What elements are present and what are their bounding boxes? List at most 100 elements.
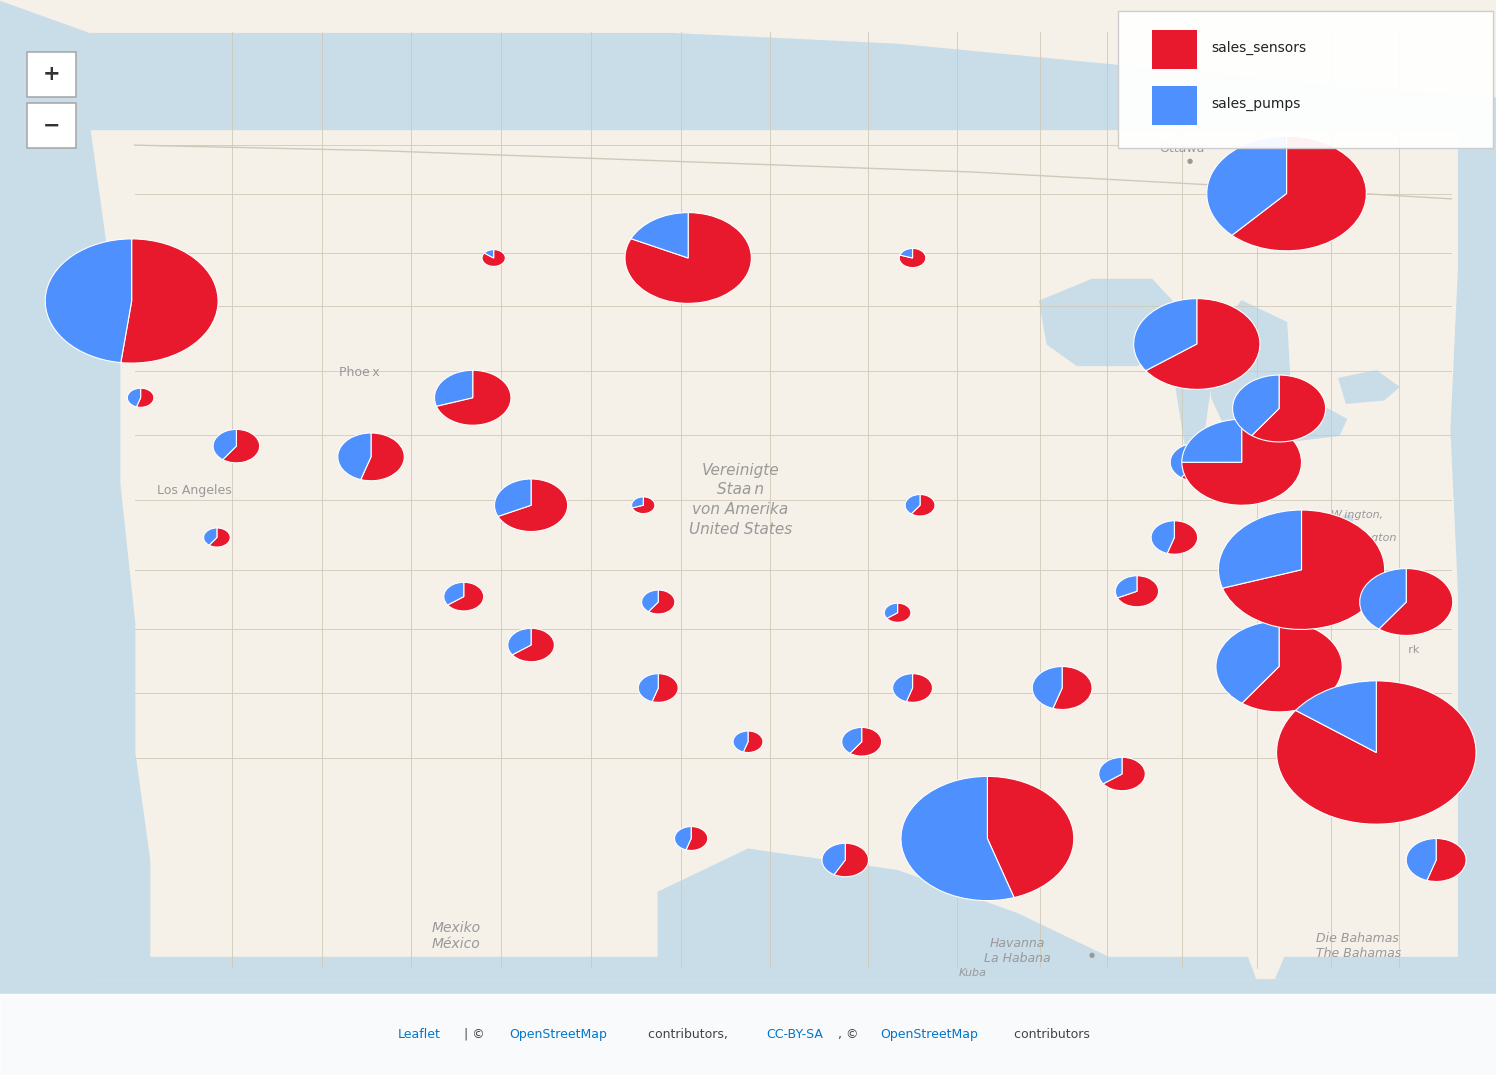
- Bar: [90, 32, 1496, 978]
- Wedge shape: [887, 603, 911, 622]
- Wedge shape: [625, 213, 751, 303]
- Polygon shape: [1209, 301, 1290, 430]
- Wedge shape: [1182, 443, 1224, 482]
- Wedge shape: [338, 433, 371, 479]
- Wedge shape: [1103, 757, 1146, 791]
- Wedge shape: [911, 494, 935, 516]
- Wedge shape: [1406, 838, 1436, 880]
- Polygon shape: [0, 0, 1496, 97]
- Text: sales_sensors: sales_sensors: [1212, 41, 1308, 56]
- Wedge shape: [1098, 757, 1122, 784]
- Wedge shape: [203, 528, 217, 545]
- Wedge shape: [1170, 443, 1197, 477]
- FancyBboxPatch shape: [27, 103, 76, 148]
- Polygon shape: [658, 849, 1107, 978]
- Polygon shape: [1336, 516, 1352, 580]
- Wedge shape: [485, 249, 494, 258]
- Wedge shape: [1231, 137, 1366, 250]
- Wedge shape: [642, 590, 658, 612]
- Wedge shape: [1233, 375, 1279, 435]
- Wedge shape: [905, 494, 920, 514]
- Wedge shape: [1150, 520, 1174, 554]
- Wedge shape: [136, 388, 154, 407]
- Bar: [0, 994, 1496, 1075]
- Wedge shape: [444, 583, 464, 605]
- Wedge shape: [675, 827, 691, 850]
- Wedge shape: [212, 429, 236, 460]
- Wedge shape: [127, 388, 141, 406]
- Wedge shape: [639, 674, 658, 702]
- Wedge shape: [512, 628, 555, 662]
- Text: Die Bahamas
The Bahamas: Die Bahamas The Bahamas: [1316, 932, 1402, 960]
- Text: Ottawa: Ottawa: [1159, 142, 1204, 155]
- Bar: [0, 0, 1496, 129]
- Wedge shape: [223, 429, 260, 463]
- Wedge shape: [901, 248, 913, 258]
- Wedge shape: [987, 776, 1074, 898]
- FancyBboxPatch shape: [27, 52, 76, 97]
- Polygon shape: [1174, 301, 1212, 452]
- Text: rk: rk: [1406, 645, 1420, 656]
- Wedge shape: [1146, 299, 1260, 389]
- Text: Havanna
La Habana: Havanna La Habana: [984, 937, 1050, 965]
- Wedge shape: [1032, 666, 1062, 708]
- Text: ●: ●: [1186, 158, 1192, 164]
- Text: Vereinigte
Staa n
von Amerika
United States: Vereinigte Staa n von Amerika United Sta…: [688, 462, 793, 538]
- Text: contributors,: contributors,: [643, 1028, 732, 1041]
- Wedge shape: [1222, 510, 1385, 630]
- Wedge shape: [907, 674, 932, 702]
- Wedge shape: [1252, 375, 1325, 442]
- Wedge shape: [45, 239, 132, 362]
- Wedge shape: [1242, 621, 1342, 712]
- Text: Los Angeles: Los Angeles: [157, 484, 232, 497]
- Wedge shape: [899, 248, 926, 268]
- Text: Leaflet: Leaflet: [398, 1028, 440, 1041]
- Text: Kuba: Kuba: [959, 968, 986, 978]
- Wedge shape: [744, 731, 763, 752]
- Wedge shape: [209, 528, 230, 547]
- Text: CC-BY-SA: CC-BY-SA: [766, 1028, 823, 1041]
- FancyBboxPatch shape: [1118, 11, 1493, 148]
- Wedge shape: [687, 827, 708, 850]
- Wedge shape: [1118, 576, 1158, 606]
- Wedge shape: [434, 370, 473, 406]
- Text: contributors: contributors: [1010, 1028, 1089, 1041]
- Wedge shape: [1053, 666, 1092, 710]
- Polygon shape: [1339, 371, 1399, 403]
- Wedge shape: [1182, 419, 1302, 505]
- Text: OpenStreetMap: OpenStreetMap: [880, 1028, 978, 1041]
- Wedge shape: [1360, 569, 1406, 629]
- Wedge shape: [835, 843, 869, 877]
- Text: Leaflet | © OpenStreetMap contributors, CC-BY-SA, © OpenStreetMap contributors: Leaflet | © OpenStreetMap contributors, …: [489, 1028, 1007, 1041]
- Text: Phoe x: Phoe x: [338, 366, 380, 378]
- Text: −: −: [43, 116, 60, 135]
- FancyBboxPatch shape: [1152, 30, 1197, 69]
- Polygon shape: [1230, 666, 1284, 978]
- Wedge shape: [495, 479, 531, 516]
- Wedge shape: [437, 370, 512, 426]
- Wedge shape: [1218, 510, 1302, 588]
- Wedge shape: [1216, 621, 1279, 703]
- Wedge shape: [893, 674, 913, 702]
- Wedge shape: [1276, 680, 1477, 825]
- Wedge shape: [361, 433, 404, 481]
- Wedge shape: [1116, 576, 1137, 598]
- Wedge shape: [648, 590, 675, 614]
- Wedge shape: [631, 213, 688, 258]
- Wedge shape: [842, 728, 862, 754]
- Wedge shape: [1134, 299, 1197, 371]
- Wedge shape: [633, 497, 655, 514]
- Text: +: +: [43, 64, 60, 84]
- FancyBboxPatch shape: [1152, 86, 1197, 125]
- Wedge shape: [652, 674, 678, 702]
- Text: | ©: | ©: [459, 1028, 489, 1041]
- Wedge shape: [901, 776, 1014, 901]
- Wedge shape: [482, 249, 506, 267]
- Wedge shape: [121, 239, 218, 363]
- Wedge shape: [850, 728, 881, 756]
- Text: OpenStreetMap: OpenStreetMap: [509, 1028, 607, 1041]
- Bar: [0, 957, 1496, 978]
- Text: , ©: , ©: [838, 1028, 862, 1041]
- Wedge shape: [884, 603, 898, 618]
- Wedge shape: [1167, 520, 1198, 555]
